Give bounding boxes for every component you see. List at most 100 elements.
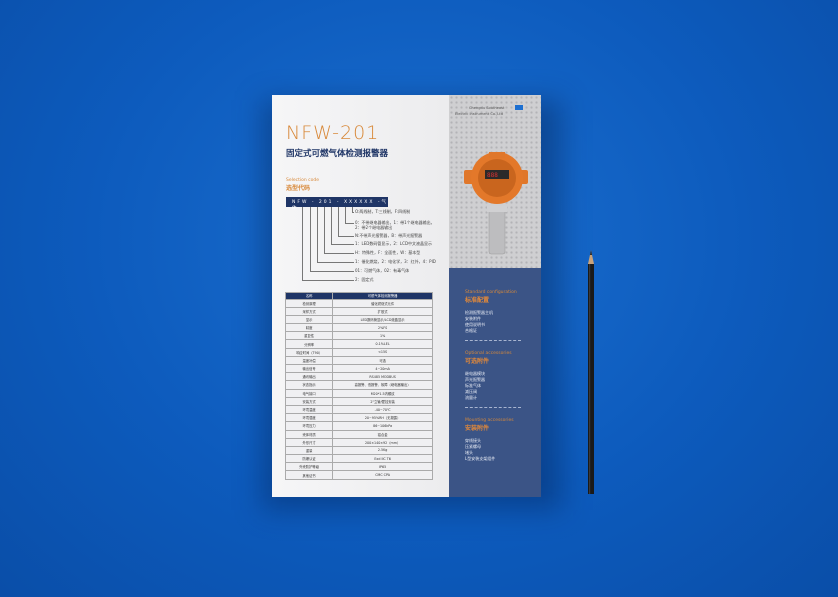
product-name: 固定式可燃气体检测报警器	[286, 149, 389, 159]
accessory-item: 标准气体	[465, 383, 481, 388]
selection-option: 1：催化燃烧，2：电化学，3：红外，4：PID	[355, 259, 436, 264]
table-row: 重复性 1%	[284, 331, 433, 341]
selection-code-label-en: Selection code	[286, 178, 320, 183]
spec-value: 1%	[332, 331, 433, 341]
bracket-line	[338, 236, 354, 237]
accessory-item: 压紧螺母	[465, 444, 481, 449]
accessory-item: 检测报警器主机	[465, 310, 493, 315]
section-title-en: Optional accessories	[465, 351, 512, 356]
accessory-item: 合格证	[465, 328, 477, 333]
divider	[465, 407, 521, 408]
spec-value: 铝合金	[332, 429, 433, 439]
table-row: 安装方式 2"立管/壁挂安装	[284, 396, 433, 406]
spec-name: 温度补偿	[284, 355, 334, 366]
table-row: 显示 LED数码管显示/LCD液晶显示	[284, 314, 433, 325]
spec-value: 2%FS	[332, 323, 433, 333]
table-row: 环境湿度 20~95%RH（无凝露）	[284, 413, 433, 423]
accessory-item: 使用说明书	[465, 322, 485, 327]
spec-value: LED数码管显示/LCD液晶显示	[332, 314, 433, 325]
bracket-line	[338, 207, 339, 236]
spec-name: 重量	[284, 445, 334, 456]
table-row: 重量 2.5Kg	[284, 445, 433, 456]
spec-name: 通讯输出	[284, 372, 334, 382]
table-row: 电气接口 M20*1.5内螺纹	[284, 388, 433, 398]
bracket-line	[302, 280, 354, 281]
spec-value: 86~106kPa	[332, 421, 433, 431]
spec-value: <15S	[332, 347, 433, 357]
logo-icon	[515, 105, 523, 110]
table-row: 壳体材质 铝合金	[284, 429, 433, 439]
spec-value: -40~70℃	[332, 404, 433, 415]
table-row: 其他证书 CMC CPA	[284, 470, 433, 480]
spec-table: 名称 可燃气体检测报警器 检测原理 催化燃烧式元件 采样方式 扩散式 显示 LED数码管显示…	[284, 292, 433, 480]
bracket-line	[345, 207, 346, 223]
section-title-en: Standard configuration	[465, 290, 517, 295]
table-row: 环境压力 86~106kPa	[284, 421, 433, 431]
spec-value: IP65	[332, 462, 433, 472]
bracket-line	[331, 207, 332, 244]
divider	[465, 340, 521, 341]
spec-name: 精度	[284, 323, 334, 333]
spec-name: 状态指示	[284, 380, 334, 390]
table-row: 通讯输出 RS485 MODBUS	[284, 372, 433, 382]
selection-option: N:不带声光报警器，B：带声光报警器	[355, 233, 423, 238]
table-row: 输出信号 4~20mA	[284, 363, 433, 374]
table-row: 温度补偿 可选	[284, 355, 433, 366]
svg-text:888: 888	[487, 172, 498, 179]
spec-value: 催化燃烧式元件	[332, 298, 433, 308]
bracket-line	[317, 207, 318, 262]
spec-name: 重复性	[284, 331, 334, 341]
spec-name: 显示	[284, 314, 334, 325]
spec-value: 高报警、低报警、故障（继电器输出）	[332, 380, 433, 390]
selection-option: H：特殊性，F：全面性，W：基本型	[355, 250, 421, 255]
bracket-line	[324, 253, 354, 254]
spec-value: 2"立管/壁挂安装	[332, 396, 433, 406]
accessory-item: 继电器模块	[465, 371, 485, 376]
section-title-zh: 标准配置	[465, 297, 490, 304]
bracket-line	[324, 207, 325, 253]
section-title-en: Mounting accessories	[465, 418, 514, 423]
code-bar: NFW - 201 - XXXXXX -气体	[286, 197, 388, 211]
bracket-line	[310, 207, 311, 271]
table-row: 精度 2%FS	[284, 323, 433, 333]
spec-name: 环境湿度	[284, 413, 334, 423]
accessory-item: 穿线接头	[465, 438, 481, 443]
spec-name: 采样方式	[284, 306, 334, 316]
selection-option: 1：LED数码管显示，2：LCD中文液晶显示	[355, 241, 433, 246]
spec-name: 检测原理	[284, 298, 334, 308]
accessory-item: 流量计	[465, 395, 477, 400]
table-row: 采样方式 扩散式	[284, 306, 433, 316]
bracket-line	[317, 262, 354, 263]
brochure-page: NFW-201 固定式可燃气体检测报警器 Selection code 选型代码…	[272, 95, 541, 497]
table-row: 防爆认证 Exd IIC T6	[284, 454, 433, 464]
bracket-line	[302, 207, 303, 280]
table-row: 响应时间（T90） <15S	[284, 347, 433, 357]
spec-name: 响应时间（T90）	[284, 347, 334, 357]
table-row: 环境温度 -40~70℃	[284, 404, 433, 415]
table-row: 检测原理 催化燃烧式元件	[284, 298, 433, 308]
accessory-item: L型安装支架组件	[465, 456, 496, 461]
company-name: Chengdu Southeast	[469, 106, 505, 110]
section-title-zh: 可选附件	[465, 358, 490, 365]
spec-name: 其他证书	[284, 470, 334, 480]
selection-option: 01：可燃气体，02：有毒气体	[355, 268, 410, 273]
spec-name: 外形尺寸	[284, 437, 334, 447]
selection-option: O:两线制，T:三线制，F:四线制	[355, 209, 411, 214]
spec-value: 20~95%RH（无凝露）	[332, 413, 433, 423]
spec-name: 环境压力	[284, 421, 334, 431]
model-title: NFW-201	[286, 122, 380, 144]
table-row: 外形尺寸 200×140×92（mm）	[284, 437, 433, 447]
accessories-panel: Standard configuration 标准配置检测报警器主机 安装附件 使用说…	[449, 268, 541, 497]
accessory-item: 声光报警器	[465, 377, 485, 382]
left-column: NFW-201 固定式可燃气体检测报警器 Selection code 选型代码…	[272, 95, 449, 497]
selection-code-label-zh: 选型代码	[286, 185, 311, 192]
company-name: Electric Instrument Co.,Ltd	[455, 112, 503, 116]
bracket-line	[352, 212, 354, 213]
bracket-line	[331, 244, 354, 245]
spec-value: CMC CPA	[332, 470, 433, 480]
bracket-line	[345, 223, 354, 224]
spec-value: RS485 MODBUS	[332, 372, 433, 382]
gas-detector-image: 888	[464, 152, 528, 255]
accessory-item: 安装附件	[465, 316, 481, 321]
accessory-item: 堵头	[465, 450, 473, 455]
